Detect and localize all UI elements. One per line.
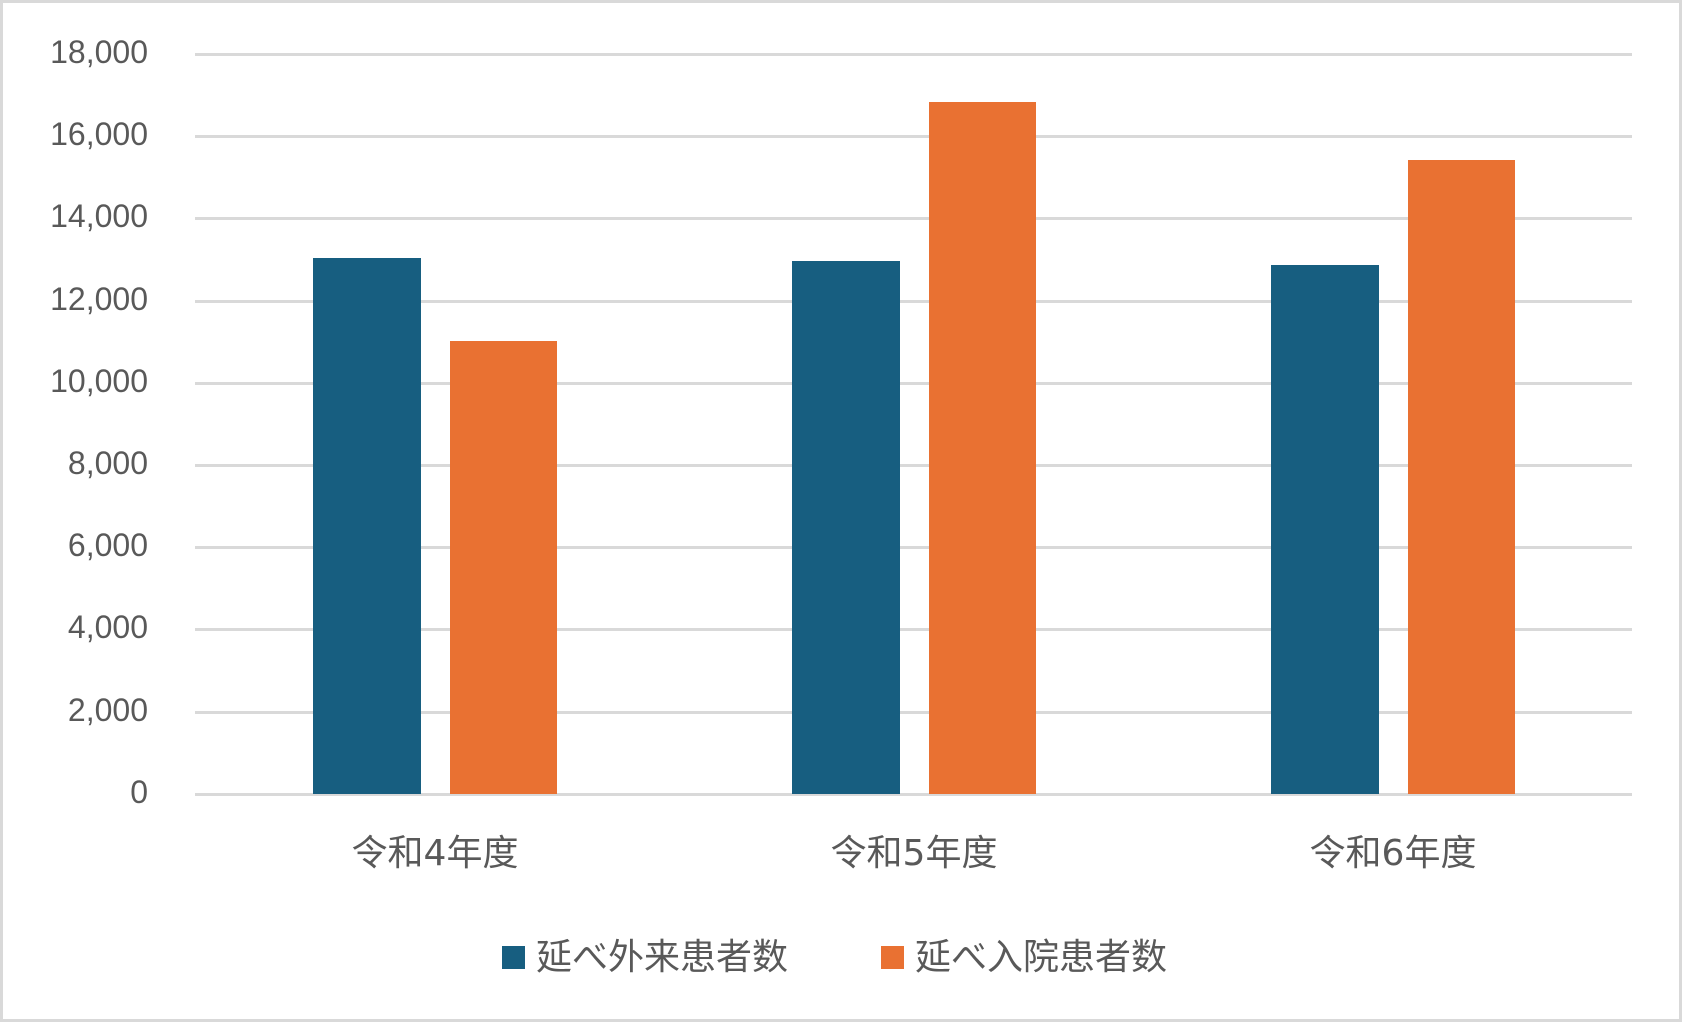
legend-swatch-icon bbox=[881, 946, 904, 969]
legend-swatch-icon bbox=[502, 946, 525, 969]
bar-inpatient-r4 bbox=[450, 340, 557, 795]
legend-label: 延べ外来患者数 bbox=[536, 937, 789, 978]
gridline-0 bbox=[195, 793, 1632, 796]
y-tick-label: 8,000 bbox=[67, 445, 148, 481]
bar-outpatient-r5 bbox=[792, 261, 900, 795]
gridline-4000 bbox=[195, 628, 1632, 631]
y-tick-label: 14,000 bbox=[50, 198, 148, 234]
y-tick-label: 10,000 bbox=[50, 363, 148, 399]
chart-legend: 延べ外来患者数 延べ入院患者数 bbox=[3, 939, 1682, 979]
gridline-12000 bbox=[195, 300, 1632, 303]
x-category-label: 令和5年度 bbox=[830, 833, 998, 874]
gridline-6000 bbox=[195, 546, 1632, 549]
x-category-label: 令和6年度 bbox=[1309, 833, 1477, 874]
y-tick-label: 6,000 bbox=[67, 527, 148, 563]
bar-outpatient-r4 bbox=[313, 258, 421, 795]
bar-inpatient-r5 bbox=[929, 102, 1036, 795]
gridline-8000 bbox=[195, 464, 1632, 467]
bar-outpatient-r6 bbox=[1271, 264, 1379, 795]
bar-inpatient-r6 bbox=[1408, 159, 1515, 795]
gridline-18000 bbox=[195, 53, 1632, 56]
gridline-2000 bbox=[195, 711, 1632, 714]
y-tick-label: 4,000 bbox=[67, 609, 148, 645]
y-tick-label: 2,000 bbox=[67, 692, 148, 728]
x-category-label: 令和4年度 bbox=[351, 833, 519, 874]
legend-label: 延べ入院患者数 bbox=[915, 937, 1168, 978]
gridline-10000 bbox=[195, 382, 1632, 385]
gridline-16000 bbox=[195, 135, 1632, 138]
y-tick-label: 0 bbox=[130, 774, 148, 810]
y-tick-label: 12,000 bbox=[50, 281, 148, 317]
y-tick-label: 18,000 bbox=[50, 34, 148, 70]
y-tick-label: 16,000 bbox=[50, 116, 148, 152]
gridline-14000 bbox=[195, 217, 1632, 220]
